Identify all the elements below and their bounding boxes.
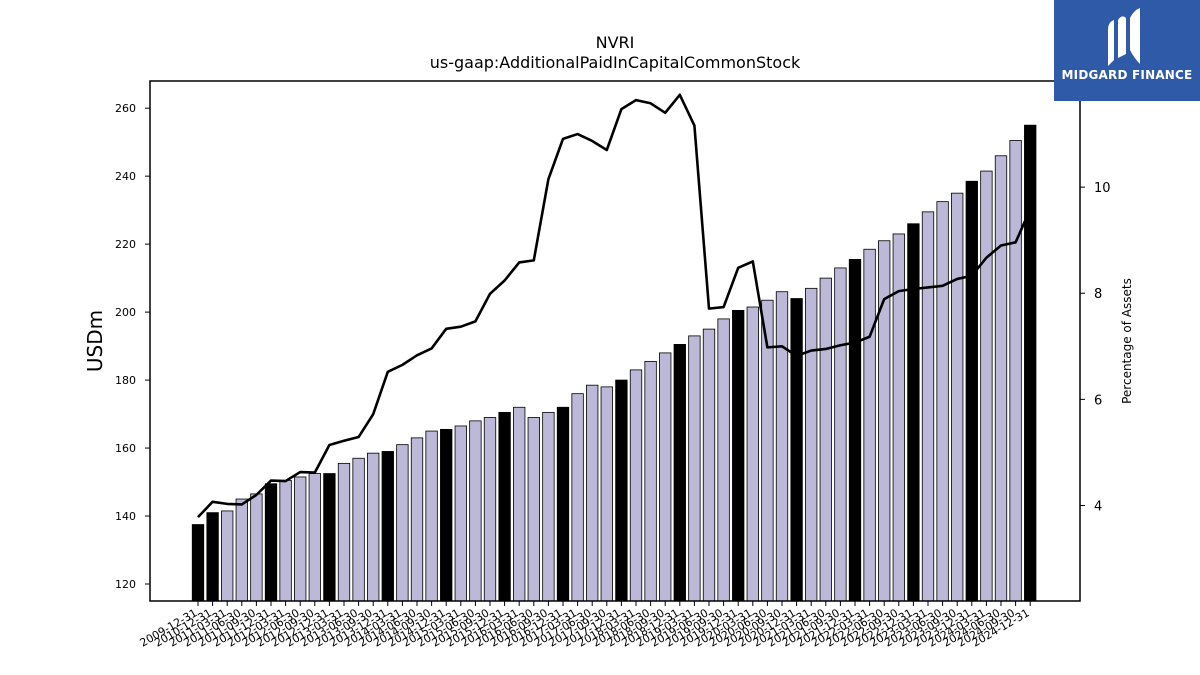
bar: [819, 277, 832, 602]
bar: [980, 170, 993, 602]
y-axis-right: 4 6 8 10: [1080, 181, 1111, 514]
plot-frame: [149, 80, 1081, 602]
bar: [527, 417, 540, 602]
bar: [863, 248, 876, 602]
y2-tick-label: 8: [1094, 287, 1102, 302]
y-tick-label: 180: [115, 374, 136, 387]
bar: [337, 462, 351, 602]
bar: [586, 384, 599, 602]
line-group: [197, 93, 1032, 519]
bar: [892, 233, 905, 602]
y-axis-label: USDm: [83, 310, 107, 372]
y2-tick-label: 10: [1094, 181, 1111, 196]
bar: [907, 223, 920, 602]
bar: [994, 155, 1008, 602]
bar: [600, 386, 613, 602]
chart-subtitle: us-gaap:AdditionalPaidInCapitalCommonSto…: [430, 53, 801, 72]
bar: [571, 393, 584, 602]
bar: [878, 240, 891, 602]
bar: [702, 328, 716, 602]
bar: [775, 291, 789, 602]
bar: [513, 406, 526, 602]
bar: [732, 310, 745, 602]
bar: [673, 343, 686, 602]
bar: [688, 335, 701, 602]
bar: [629, 369, 643, 602]
bar: [542, 411, 555, 602]
bar: [308, 473, 321, 602]
y-axis-left: 120 140 160 180 200 220 240 260: [115, 102, 150, 591]
bar: [717, 318, 730, 602]
bar: [805, 287, 818, 602]
y-tick-label: 140: [115, 510, 136, 523]
bar: [264, 483, 278, 602]
bar: [294, 476, 307, 602]
y-tick-label: 160: [115, 442, 136, 455]
bar: [848, 259, 862, 602]
bar: [936, 201, 949, 602]
bar: [498, 411, 511, 602]
y-tick-label: 120: [115, 578, 136, 591]
brand-logo: MIDGARD FINANCE: [1054, 0, 1200, 101]
bar: [191, 524, 205, 602]
y-tick-label: 260: [115, 102, 136, 115]
y2-tick-label: 4: [1094, 499, 1102, 514]
y-tick-label: 240: [115, 170, 136, 183]
chart-title: NVRI: [596, 33, 635, 52]
bar: [644, 360, 657, 602]
y-tick-label: 200: [115, 306, 136, 319]
y2-tick-label: 6: [1094, 393, 1102, 408]
midgard-m-logo-icon: [1108, 8, 1140, 66]
bar: [921, 211, 935, 602]
bar: [367, 452, 380, 602]
bar: [381, 451, 394, 602]
bar: [790, 298, 803, 602]
brand-name: MIDGARD FINANCE: [1061, 68, 1193, 82]
bar: [352, 457, 365, 602]
bar: [556, 406, 570, 602]
bar: [615, 379, 628, 602]
bar: [469, 420, 482, 602]
bar: [410, 437, 424, 602]
bar: [454, 425, 467, 602]
bar: [965, 180, 978, 602]
bars-group: [191, 124, 1037, 602]
bar: [1024, 124, 1037, 602]
y2-axis-label: Percentage of Assets: [1120, 278, 1134, 404]
y-tick-label: 220: [115, 238, 136, 251]
bar: [483, 417, 497, 602]
bar: [206, 512, 219, 602]
series-line: [197, 93, 1032, 519]
bar: [221, 510, 234, 602]
bar: [396, 444, 409, 602]
bar: [250, 493, 263, 602]
bar: [1009, 140, 1022, 602]
bar: [746, 306, 759, 602]
bar: [235, 498, 248, 602]
bar: [440, 428, 453, 602]
bar: [425, 430, 438, 602]
bar: [951, 192, 964, 602]
bar: [659, 352, 672, 602]
bar: [834, 267, 847, 602]
x-axis: 2009-12-312010-12-312011-03-312011-06-30…: [138, 601, 1032, 650]
bar: [279, 479, 292, 602]
bar: [323, 473, 336, 602]
